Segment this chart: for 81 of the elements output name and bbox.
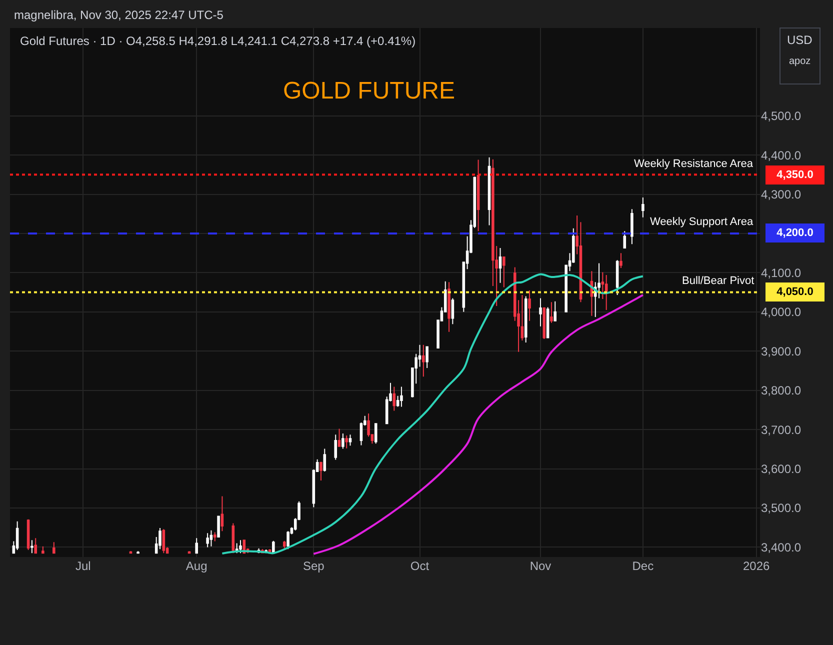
candlestick <box>392 386 396 412</box>
y-tick-label: 3,500.0 <box>761 501 802 516</box>
candlestick <box>136 550 140 554</box>
x-tick-label: Aug <box>186 559 208 573</box>
candlestick <box>451 298 454 325</box>
candlestick <box>158 527 162 550</box>
x-tick-label: Dec <box>632 559 654 573</box>
candlestick <box>30 540 34 554</box>
candlestick <box>195 538 198 554</box>
candlestick <box>345 434 348 449</box>
candlestick <box>217 516 220 538</box>
candlestick <box>348 434 352 446</box>
candlestick <box>34 538 38 554</box>
y-tick-label: 4,400.0 <box>761 148 802 162</box>
text: 4,200.0 <box>776 227 814 239</box>
y-tick-label: 4,300.0 <box>761 187 802 202</box>
candlestick <box>342 432 344 450</box>
candlestick <box>286 530 290 550</box>
text: magnelibra, Nov 30, 2025 22:47 UTC-5 <box>14 8 224 22</box>
candlestick <box>642 196 644 218</box>
candlestick <box>620 252 622 268</box>
candlestick <box>604 274 608 310</box>
y-tick-label: 4,000.0 <box>761 305 802 320</box>
candlestick <box>542 306 546 340</box>
candlestick <box>400 386 403 408</box>
y-tick-label: 3,400.0 <box>761 540 802 554</box>
text: USD <box>787 33 813 47</box>
candlestick <box>239 540 242 554</box>
candlestick <box>524 296 528 343</box>
candlestick <box>210 530 213 547</box>
candlestick <box>52 542 56 554</box>
candlestick <box>476 159 480 232</box>
candlestick <box>448 282 450 332</box>
candlestick <box>546 306 550 338</box>
x-tick-label: Nov <box>530 559 552 573</box>
candlestick <box>498 247 502 284</box>
x-tick-label: Sep <box>302 559 325 573</box>
candlestick <box>554 300 557 322</box>
text: Gold Futures · 1D · O4,258.5 H4,291.8 L4,241.1 C4,273.8 +17.4 (+0.41%) <box>20 34 416 48</box>
candlestick <box>26 518 30 550</box>
candlestick <box>426 346 428 368</box>
y-tick-label: 3,700.0 <box>761 422 802 437</box>
candlestick <box>42 546 44 554</box>
candlestick <box>528 290 531 322</box>
candlestick <box>162 528 166 554</box>
text: 4,050.0 <box>776 286 814 298</box>
candlestick <box>334 434 338 460</box>
candlestick <box>323 448 326 472</box>
candlestick <box>338 428 341 447</box>
candlestick <box>488 156 491 226</box>
x-tick-label: Oct <box>410 559 430 573</box>
x-tick-label: 2026 <box>742 559 770 573</box>
x-tick-label: Jul <box>76 559 91 573</box>
ref-line-label: Weekly Resistance Area <box>634 158 754 170</box>
candlestick <box>374 423 378 444</box>
text: apoz <box>789 56 811 67</box>
candlestick <box>502 256 506 288</box>
candlestick <box>220 496 224 532</box>
ref-line-label: Weekly Support Area <box>650 216 754 228</box>
text: 4,350.0 <box>776 169 814 181</box>
candlestick <box>623 230 626 248</box>
candlestick <box>539 298 542 327</box>
candlestick <box>630 208 634 245</box>
candlestick <box>590 270 594 316</box>
y-tick-label: 3,900.0 <box>761 344 802 358</box>
y-tick-label: 3,600.0 <box>761 462 802 476</box>
candlestick <box>16 520 19 550</box>
line-series <box>312 294 644 555</box>
y-tick-label: 4,500.0 <box>761 109 802 124</box>
ref-line-label: Bull/Bear Pivot <box>682 275 754 287</box>
y-tick-label: 3,800.0 <box>761 384 802 398</box>
candlestick <box>213 532 216 542</box>
text: GOLD FUTURE <box>283 77 456 104</box>
candlestick <box>272 540 275 554</box>
candlestick <box>282 540 286 549</box>
candlestick <box>422 344 425 378</box>
candlestick <box>206 532 209 548</box>
y-tick-label: 4,100.0 <box>761 266 802 280</box>
candlestick <box>320 461 322 482</box>
line-series <box>221 273 644 554</box>
candlestick <box>550 302 553 324</box>
